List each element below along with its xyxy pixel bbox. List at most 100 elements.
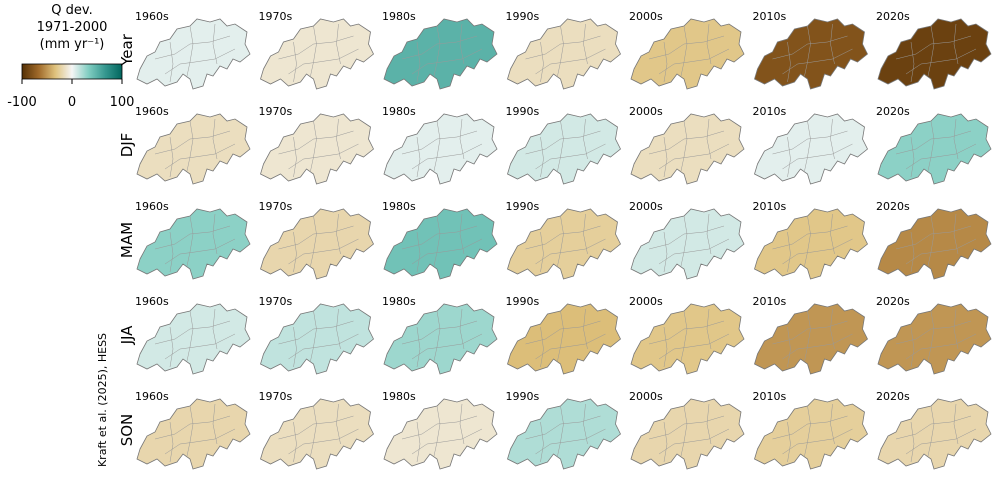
map-region bbox=[383, 113, 498, 185]
map-panel bbox=[754, 18, 869, 90]
map-region bbox=[630, 18, 745, 90]
catchment-borders bbox=[401, 213, 483, 273]
catchment-borders bbox=[895, 213, 977, 273]
map-region bbox=[754, 18, 869, 90]
map-region bbox=[507, 18, 622, 90]
catchment-borders bbox=[772, 23, 853, 83]
row-label: MAM bbox=[118, 222, 136, 258]
map-panel bbox=[383, 18, 498, 90]
map-region bbox=[383, 303, 498, 375]
catchment-borders bbox=[401, 118, 483, 178]
map-region bbox=[507, 303, 622, 375]
catchment-borders bbox=[648, 403, 730, 463]
decade-label: 1960s bbox=[135, 200, 169, 213]
map-panel bbox=[136, 113, 251, 185]
catchment-borders bbox=[278, 308, 359, 368]
map-region bbox=[877, 18, 992, 90]
decade-label: 1990s bbox=[506, 10, 540, 23]
decade-label: 1980s bbox=[382, 295, 416, 308]
decade-label: 2010s bbox=[753, 390, 787, 403]
catchment-borders bbox=[772, 213, 853, 273]
map-panel bbox=[877, 398, 992, 470]
map-panel bbox=[260, 113, 375, 185]
decade-label: 2000s bbox=[629, 200, 663, 213]
catchment-borders bbox=[895, 118, 977, 178]
map-region bbox=[136, 398, 251, 470]
catchment-borders bbox=[154, 403, 236, 463]
map-panel bbox=[507, 208, 622, 280]
map-panel bbox=[630, 208, 745, 280]
decade-label: 1980s bbox=[382, 105, 416, 118]
map-region bbox=[754, 113, 869, 185]
decade-label: 2020s bbox=[876, 10, 910, 23]
map-panel bbox=[260, 398, 375, 470]
decade-label: 1990s bbox=[506, 200, 540, 213]
colorbar-tick-label: 0 bbox=[68, 95, 76, 110]
map-panel bbox=[877, 18, 992, 90]
map-region bbox=[260, 398, 375, 470]
catchment-borders bbox=[895, 308, 977, 368]
decade-label: 1960s bbox=[135, 105, 169, 118]
row-label: SON bbox=[118, 414, 136, 447]
map-panel bbox=[754, 113, 869, 185]
decade-label: 2000s bbox=[629, 10, 663, 23]
map-region bbox=[877, 398, 992, 470]
catchment-borders bbox=[278, 213, 359, 273]
map-panel bbox=[630, 18, 745, 90]
map-region bbox=[630, 303, 745, 375]
decade-label: 1980s bbox=[382, 390, 416, 403]
map-region bbox=[136, 113, 251, 185]
decade-label: 1970s bbox=[259, 390, 293, 403]
row-label: DJF bbox=[118, 133, 136, 158]
colorbar-title: (mm yr⁻¹) bbox=[40, 37, 105, 52]
decade-label: 2000s bbox=[629, 105, 663, 118]
map-panel bbox=[383, 208, 498, 280]
map-panel bbox=[507, 303, 622, 375]
map-panel bbox=[877, 303, 992, 375]
map-panel bbox=[507, 398, 622, 470]
catchment-borders bbox=[525, 213, 606, 273]
decade-label: 1960s bbox=[135, 295, 169, 308]
catchment-borders bbox=[525, 118, 606, 178]
map-panel bbox=[260, 303, 375, 375]
decade-label: 2020s bbox=[876, 390, 910, 403]
map-region bbox=[877, 113, 992, 185]
decade-label: 2010s bbox=[753, 200, 787, 213]
map-panel bbox=[754, 208, 869, 280]
map-region bbox=[383, 18, 498, 90]
colorbar-title: 1971-2000 bbox=[37, 20, 108, 35]
map-panel bbox=[507, 113, 622, 185]
map-panel bbox=[507, 18, 622, 90]
map-panel bbox=[383, 303, 498, 375]
map-region bbox=[260, 113, 375, 185]
map-panel bbox=[754, 398, 869, 470]
catchment-borders bbox=[772, 308, 853, 368]
catchment-borders bbox=[401, 23, 483, 83]
map-panel bbox=[136, 18, 251, 90]
map-panel bbox=[136, 398, 251, 470]
map-panel bbox=[260, 208, 375, 280]
map-region bbox=[260, 303, 375, 375]
decade-label: 1990s bbox=[506, 105, 540, 118]
catchment-borders bbox=[401, 308, 483, 368]
catchment-borders bbox=[648, 118, 730, 178]
map-region bbox=[260, 18, 375, 90]
map-panel bbox=[136, 208, 251, 280]
map-region bbox=[507, 113, 622, 185]
decade-label: 2010s bbox=[753, 105, 787, 118]
decade-label: 2000s bbox=[629, 390, 663, 403]
catchment-borders bbox=[895, 403, 977, 463]
map-panel bbox=[877, 113, 992, 185]
map-region bbox=[260, 208, 375, 280]
catchment-borders bbox=[401, 403, 483, 463]
catchment-borders bbox=[278, 23, 359, 83]
decade-label: 1990s bbox=[506, 295, 540, 308]
decade-label: 1970s bbox=[259, 200, 293, 213]
map-region bbox=[507, 398, 622, 470]
catchment-borders bbox=[648, 23, 730, 83]
map-panel bbox=[383, 113, 498, 185]
colorbar-title: Q dev. bbox=[51, 3, 92, 18]
map-panel bbox=[136, 303, 251, 375]
map-region bbox=[754, 398, 869, 470]
decade-label: 1980s bbox=[382, 200, 416, 213]
